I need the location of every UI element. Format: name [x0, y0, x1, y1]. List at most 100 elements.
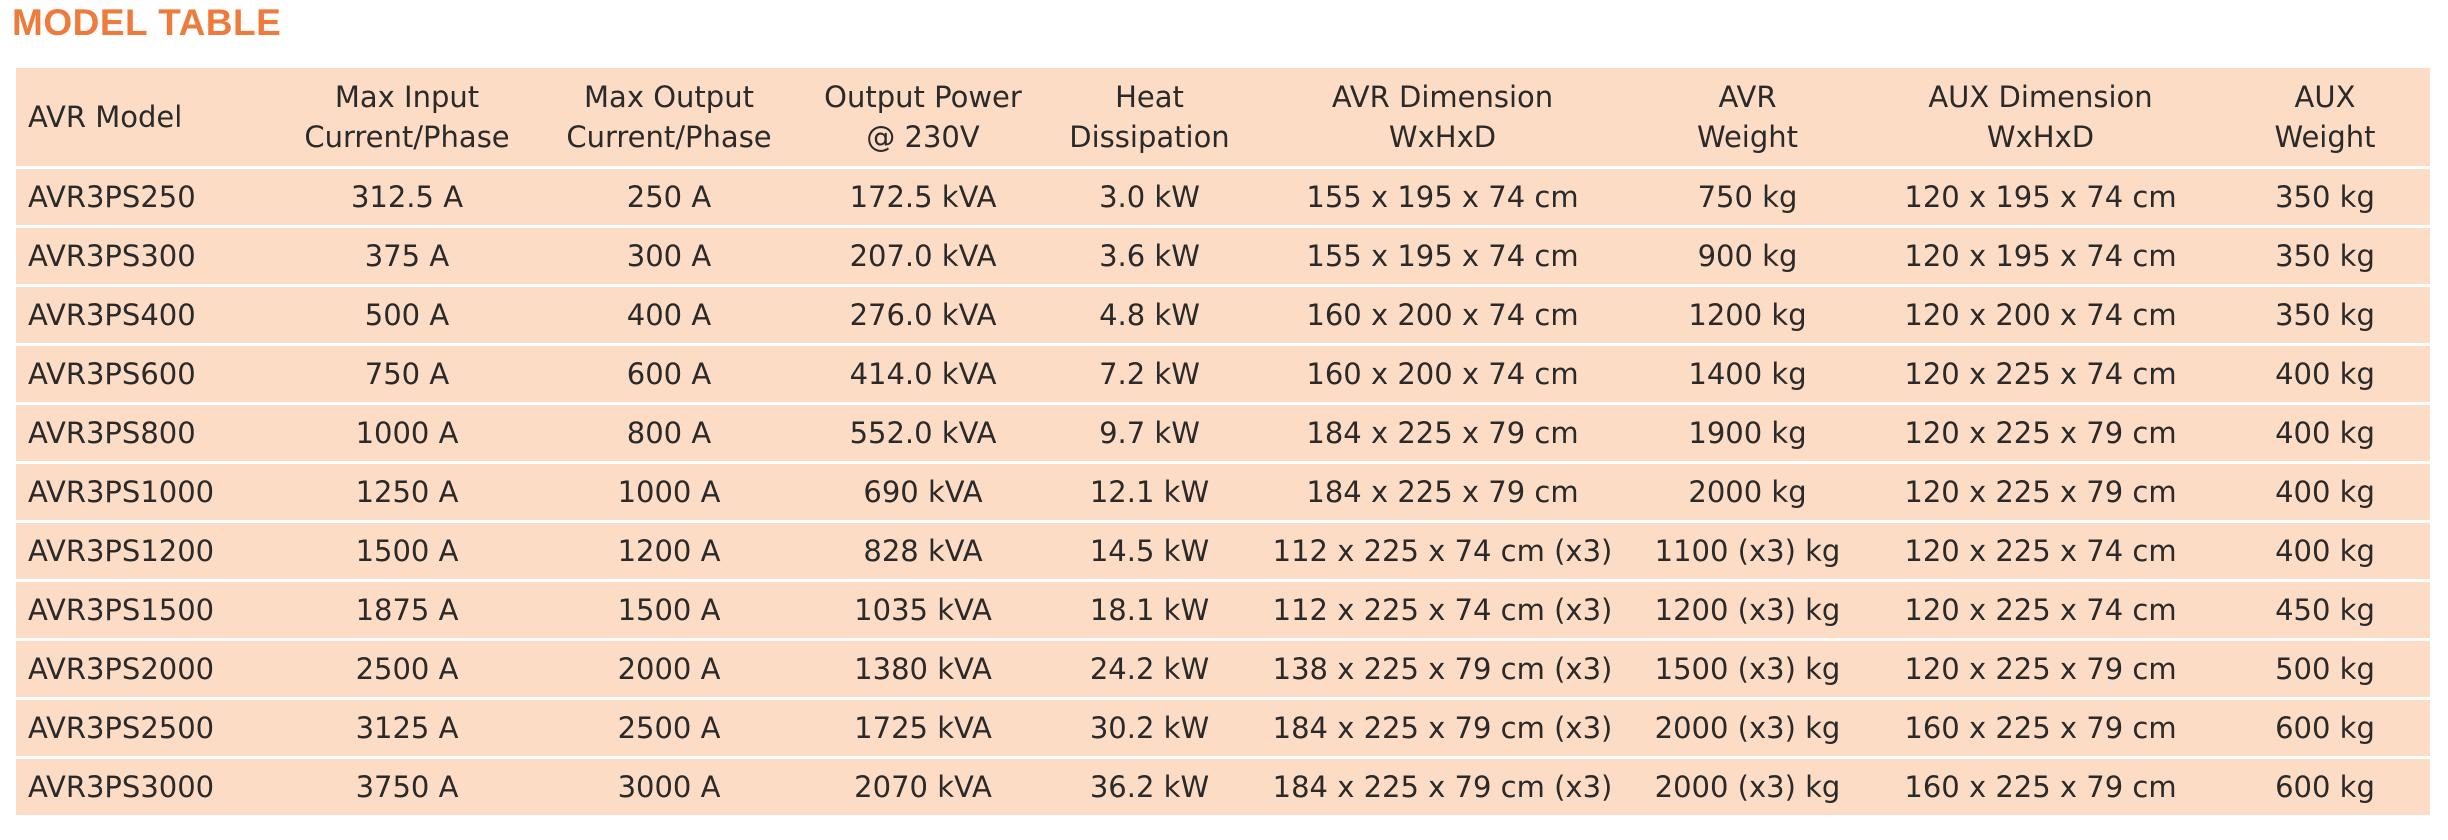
- table-cell: 828 kVA: [798, 521, 1048, 582]
- table-cell: 276.0 kVA: [798, 285, 1048, 346]
- table-cell: 350 kg: [2220, 226, 2430, 287]
- table-cell: 375 A: [274, 226, 540, 287]
- header-cell: AVR Dimension WxHxD: [1251, 68, 1634, 169]
- model-cell: AVR3PS250: [16, 167, 274, 228]
- model-cell: AVR3PS600: [16, 344, 274, 405]
- table-cell: 1250 A: [274, 462, 540, 523]
- table-cell: 1500 (x3) kg: [1634, 639, 1861, 700]
- table-cell: 3.6 kW: [1048, 226, 1251, 287]
- table-body: AVR3PS250 312.5 A 250 A 172.5 kVA 3.0 kW 155 …: [16, 167, 2430, 818]
- header-cell: Max Output Current/Phase: [540, 68, 798, 169]
- table-cell: 750 kg: [1634, 167, 1861, 228]
- table-cell: 600 kg: [2220, 757, 2430, 818]
- table-cell: 155 x 195 x 74 cm: [1251, 167, 1634, 228]
- table-cell: 300 A: [540, 226, 798, 287]
- table-cell: 207.0 kVA: [798, 226, 1048, 287]
- table-cell: 4.8 kW: [1048, 285, 1251, 346]
- table-cell: 120 x 225 x 74 cm: [1861, 521, 2220, 582]
- table-cell: 400 kg: [2220, 462, 2430, 523]
- header-cell: Heat Dissipation: [1048, 68, 1251, 169]
- model-cell: AVR3PS800: [16, 403, 274, 464]
- table-cell: 12.1 kW: [1048, 462, 1251, 523]
- table-cell: 1380 kVA: [798, 639, 1048, 700]
- table-header: AVR Model Max Input Current/Phase Max Outp…: [16, 68, 2430, 169]
- header-cell: AVR Weight: [1634, 68, 1861, 169]
- table-cell: 160 x 225 x 79 cm: [1861, 698, 2220, 759]
- model-cell: AVR3PS1000: [16, 462, 274, 523]
- table-cell: 400 kg: [2220, 403, 2430, 464]
- table-cell: 160 x 200 x 74 cm: [1251, 344, 1634, 405]
- table-cell: 2500 A: [540, 698, 798, 759]
- model-table: AVR Model Max Input Current/Phase Max Outp…: [16, 68, 2430, 818]
- table-cell: 3750 A: [274, 757, 540, 818]
- model-cell: AVR3PS1500: [16, 580, 274, 641]
- table-cell: 450 kg: [2220, 580, 2430, 641]
- table-cell: 500 A: [274, 285, 540, 346]
- table-cell: 3000 A: [540, 757, 798, 818]
- table-cell: 184 x 225 x 79 cm: [1251, 462, 1634, 523]
- table-cell: 120 x 200 x 74 cm: [1861, 285, 2220, 346]
- table-cell: 155 x 195 x 74 cm: [1251, 226, 1634, 287]
- table-cell: 1200 A: [540, 521, 798, 582]
- table-cell: 2000 kg: [1634, 462, 1861, 523]
- table-row: AVR3PS800 1000 A 800 A 552.0 kVA 9.7 kW 184 x…: [16, 403, 2430, 464]
- table-row: AVR3PS1500 1875 A 1500 A 1035 kVA 18.1 kW 112…: [16, 580, 2430, 641]
- model-cell: AVR3PS1200: [16, 521, 274, 582]
- table-cell: 120 x 195 x 74 cm: [1861, 226, 2220, 287]
- table-row: AVR3PS250 312.5 A 250 A 172.5 kVA 3.0 kW 155 …: [16, 167, 2430, 228]
- header-cell: AUX Dimension WxHxD: [1861, 68, 2220, 169]
- header-cell: Max Input Current/Phase: [274, 68, 540, 169]
- header-cell: AVR Model: [16, 68, 274, 169]
- table-cell: 138 x 225 x 79 cm (x3): [1251, 639, 1634, 700]
- model-cell: AVR3PS400: [16, 285, 274, 346]
- table-cell: 2000 (x3) kg: [1634, 757, 1861, 818]
- table-cell: 120 x 225 x 74 cm: [1861, 580, 2220, 641]
- table-cell: 400 A: [540, 285, 798, 346]
- table-cell: 112 x 225 x 74 cm (x3): [1251, 580, 1634, 641]
- table-cell: 120 x 225 x 74 cm: [1861, 344, 2220, 405]
- table-cell: 14.5 kW: [1048, 521, 1251, 582]
- table-cell: 900 kg: [1634, 226, 1861, 287]
- model-cell: AVR3PS300: [16, 226, 274, 287]
- model-cell: AVR3PS2000: [16, 639, 274, 700]
- table-cell: 600 kg: [2220, 698, 2430, 759]
- table-cell: 184 x 225 x 79 cm (x3): [1251, 757, 1634, 818]
- table-cell: 1725 kVA: [798, 698, 1048, 759]
- table-cell: 414.0 kVA: [798, 344, 1048, 405]
- table-cell: 800 A: [540, 403, 798, 464]
- table-cell: 400 kg: [2220, 521, 2430, 582]
- table-cell: 2500 A: [274, 639, 540, 700]
- table-title: MODEL TABLE: [12, 2, 282, 43]
- table-cell: 3.0 kW: [1048, 167, 1251, 228]
- model-cell: AVR3PS2500: [16, 698, 274, 759]
- table-cell: 120 x 225 x 79 cm: [1861, 462, 2220, 523]
- table-cell: 9.7 kW: [1048, 403, 1251, 464]
- table-cell: 184 x 225 x 79 cm (x3): [1251, 698, 1634, 759]
- table-cell: 750 A: [274, 344, 540, 405]
- table-row: AVR3PS3000 3750 A 3000 A 2070 kVA 36.2 kW 184…: [16, 757, 2430, 818]
- table-cell: 2000 (x3) kg: [1634, 698, 1861, 759]
- table-cell: 18.1 kW: [1048, 580, 1251, 641]
- table-cell: 160 x 225 x 79 cm: [1861, 757, 2220, 818]
- table-cell: 500 kg: [2220, 639, 2430, 700]
- table-cell: 3125 A: [274, 698, 540, 759]
- table-row: AVR3PS1000 1250 A 1000 A 690 kVA 12.1 kW 184 …: [16, 462, 2430, 523]
- header-cell: AUX Weight: [2220, 68, 2430, 169]
- header-cell: Output Power @ 230V: [798, 68, 1048, 169]
- table-cell: 1000 A: [274, 403, 540, 464]
- table-cell: 552.0 kVA: [798, 403, 1048, 464]
- table-cell: 690 kVA: [798, 462, 1048, 523]
- table-cell: 1500 A: [274, 521, 540, 582]
- table-cell: 1200 (x3) kg: [1634, 580, 1861, 641]
- table-row: AVR3PS300 375 A 300 A 207.0 kVA 3.6 kW 155 x …: [16, 226, 2430, 287]
- table-cell: 1900 kg: [1634, 403, 1861, 464]
- table-cell: 600 A: [540, 344, 798, 405]
- table-cell: 1400 kg: [1634, 344, 1861, 405]
- table-cell: 184 x 225 x 79 cm: [1251, 403, 1634, 464]
- table-row: AVR3PS400 500 A 400 A 276.0 kVA 4.8 kW 160 x …: [16, 285, 2430, 346]
- table-row: AVR3PS1200 1500 A 1200 A 828 kVA 14.5 kW 112 …: [16, 521, 2430, 582]
- table-cell: 1200 kg: [1634, 285, 1861, 346]
- table-row: AVR3PS2500 3125 A 2500 A 1725 kVA 30.2 kW 184…: [16, 698, 2430, 759]
- table-row: AVR3PS2000 2500 A 2000 A 1380 kVA 24.2 kW 138…: [16, 639, 2430, 700]
